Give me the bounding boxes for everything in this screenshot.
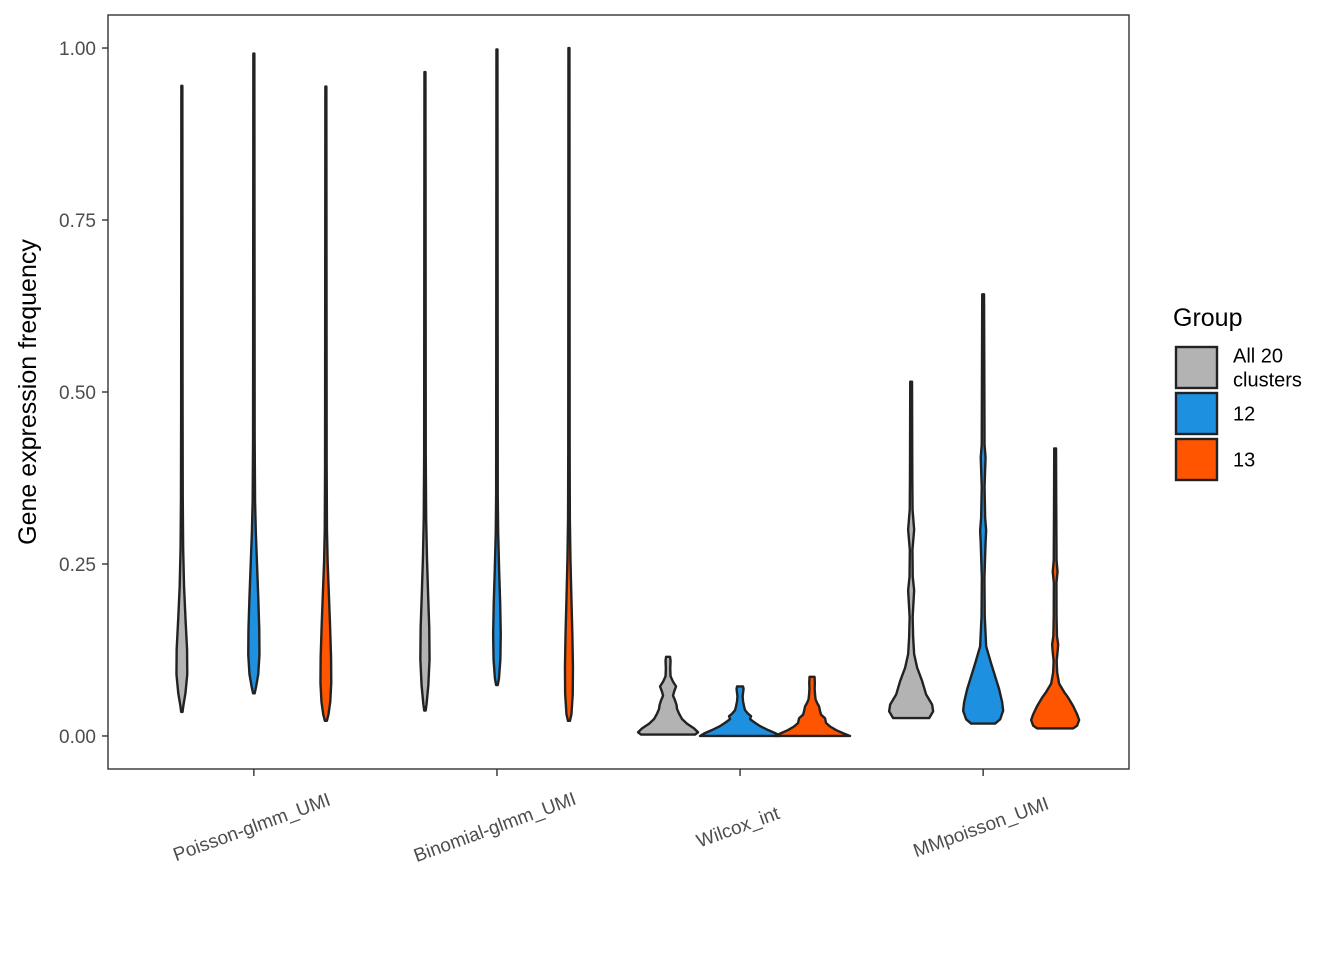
legend-key-13 [1174, 437, 1219, 482]
legend-key-all-20-clusters [1174, 345, 1219, 390]
violin-13-binomial-glmm-umi [563, 46, 575, 723]
legend-title: Group [1173, 304, 1242, 332]
x-axis: Poisson-glmm_UMI Binomial-glmm_UMI Wilcox_… [171, 769, 1052, 867]
y-tick-label: 0.50 [59, 383, 96, 404]
violin-12-mmpoisson-umi [961, 293, 1005, 725]
violin-12-poisson-glmm-umi [247, 52, 261, 695]
y-tick-label: 0.25 [59, 555, 96, 576]
violin-all-20-clusters-poisson-glmm-umi [175, 84, 189, 714]
legend: Group All 20 clusters 12 13 [1173, 304, 1302, 482]
y-tick-label: 0.00 [59, 727, 96, 748]
legend-label-all-20-clusters: All 20 clusters [1233, 346, 1302, 392]
violin-layer [175, 46, 1081, 738]
violin-13-poisson-glmm-umi [319, 85, 333, 723]
violin-all-20-clusters-wilcox-int [636, 655, 700, 736]
y-axis-title: Gene expression frequency [14, 239, 42, 545]
plot-panel [107, 14, 1130, 770]
legend-label-12: 12 [1233, 404, 1255, 426]
violin-13-wilcox-int [772, 675, 852, 738]
y-tick-label: 0.75 [59, 211, 96, 232]
x-tick-label-wilcox-int: Wilcox_int [694, 803, 783, 853]
violin-all-20-clusters-mmpoisson-umi [887, 380, 935, 720]
x-tick-label-mmpoisson-umi: MMpoisson_UMI [911, 794, 1052, 862]
y-axis: 0.00 0.25 0.50 0.75 1.00 [59, 39, 108, 748]
violin-12-wilcox-int [698, 685, 782, 738]
violin-12-binomial-glmm-umi [491, 48, 502, 687]
x-tick-label-binomial-glmm-umi: Binomial-glmm_UMI [411, 789, 579, 867]
violin-13-mmpoisson-umi [1029, 447, 1081, 730]
legend-label-13: 13 [1233, 450, 1255, 472]
y-tick-label: 1.00 [59, 39, 96, 60]
legend-key-12 [1174, 391, 1219, 436]
violin-all-20-clusters-binomial-glmm-umi [419, 70, 431, 712]
x-tick-label-poisson-glmm-umi: Poisson-glmm_UMI [171, 790, 334, 866]
